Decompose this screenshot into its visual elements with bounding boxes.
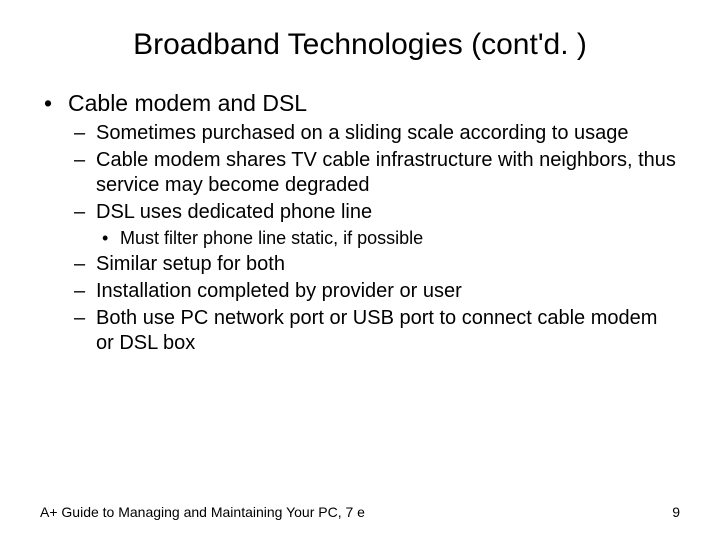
bullet-text: DSL uses dedicated phone line <box>96 201 372 223</box>
bullet-text: Installation completed by provider or us… <box>96 280 462 302</box>
slide-footer: A+ Guide to Managing and Maintaining You… <box>40 504 680 520</box>
bullet-text: Cable modem and DSL <box>68 90 307 116</box>
bullet-text: Sometimes purchased on a sliding scale a… <box>96 122 629 144</box>
list-item: Similar setup for both <box>68 252 680 277</box>
bullet-list-level1: Cable modem and DSL Sometimes purchased … <box>40 90 680 356</box>
bullet-list-level2: Sometimes purchased on a sliding scale a… <box>68 121 680 356</box>
list-item: Cable modem shares TV cable infrastructu… <box>68 148 680 198</box>
bullet-text: Similar setup for both <box>96 253 285 275</box>
list-item: Must filter phone line static, if possib… <box>96 227 680 250</box>
footer-left: A+ Guide to Managing and Maintaining You… <box>40 504 365 520</box>
bullet-text: Cable modem shares TV cable infrastructu… <box>96 149 676 196</box>
list-item: DSL uses dedicated phone line Must filte… <box>68 200 680 250</box>
bullet-text: Both use PC network port or USB port to … <box>96 307 657 354</box>
list-item: Cable modem and DSL Sometimes purchased … <box>40 90 680 356</box>
list-item: Sometimes purchased on a sliding scale a… <box>68 121 680 146</box>
footer-page-number: 9 <box>672 504 680 520</box>
slide: Broadband Technologies (cont'd. ) Cable … <box>0 0 720 540</box>
list-item: Installation completed by provider or us… <box>68 279 680 304</box>
list-item: Both use PC network port or USB port to … <box>68 306 680 356</box>
bullet-text: Must filter phone line static, if possib… <box>120 228 423 248</box>
bullet-list-level3: Must filter phone line static, if possib… <box>96 227 680 250</box>
slide-title: Broadband Technologies (cont'd. ) <box>40 28 680 62</box>
